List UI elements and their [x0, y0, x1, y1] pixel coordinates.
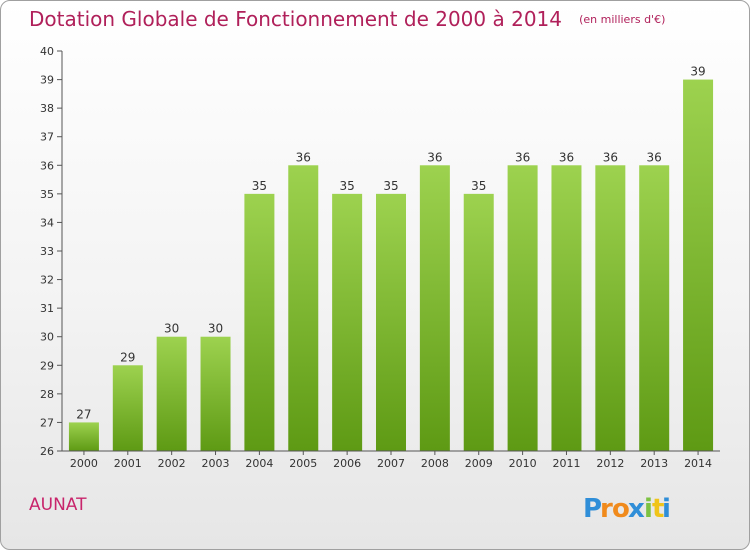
bar-value-label: 27	[76, 407, 91, 421]
x-tick-label: 2008	[421, 457, 449, 470]
bar	[200, 336, 231, 451]
y-tick-label: 34	[40, 216, 54, 229]
bar-value-label: 36	[296, 150, 311, 164]
x-axis: 2000 2001 2002 2003 2004 2005 2006 2007 2008 2009…	[62, 450, 720, 470]
logo-letter: x	[628, 494, 645, 524]
y-tick-label: 27	[40, 416, 54, 429]
bar-value-label: 30	[208, 322, 223, 336]
commune-name: AUNAT	[29, 495, 87, 515]
y-tick-label: 30	[40, 331, 54, 344]
bar	[551, 165, 582, 452]
x-tick-label: 2001	[114, 457, 142, 470]
bar-value-label: 36	[515, 150, 530, 164]
bar-value-label: 35	[383, 179, 398, 193]
y-tick-label: 35	[40, 188, 54, 201]
y-tick-label: 40	[40, 45, 54, 58]
x-tick-label: 2014	[684, 457, 712, 470]
y-tick-label: 33	[40, 245, 54, 258]
x-tick-label: 2006	[333, 457, 361, 470]
y-tick-label: 38	[40, 102, 54, 115]
bar-value-label: 35	[339, 179, 354, 193]
x-tick-label: 2013	[640, 457, 668, 470]
bar-value-label: 30	[164, 322, 179, 336]
logo-letter: i	[644, 494, 653, 524]
bar-value-label: 36	[427, 150, 442, 164]
x-tick-label: 2011	[552, 457, 580, 470]
bar-value-label: 36	[603, 150, 618, 164]
proxiti-logo[interactable]: Pr ox i ti	[579, 490, 689, 524]
chart-title: Dotation Globale de Fonctionnement de 20…	[29, 7, 562, 31]
y-tick-label: 36	[40, 159, 54, 172]
bar-series: 27 29 30 30 35 36 35 35 36 35 36 36 36 36 39	[68, 65, 714, 452]
logo-letter: t	[652, 494, 664, 524]
bar-value-label: 39	[690, 65, 705, 79]
y-tick-label: 28	[40, 388, 54, 401]
logo-letter: i	[662, 494, 671, 524]
bar	[683, 79, 714, 452]
y-tick-label: 39	[40, 74, 54, 87]
x-tick-label: 2007	[377, 457, 405, 470]
bar	[332, 193, 363, 451]
logo-letter: P	[583, 494, 602, 524]
bar	[507, 165, 538, 452]
unit-label: (en milliers d'€)	[579, 13, 666, 26]
bar	[595, 165, 626, 452]
bar-value-label: 36	[559, 150, 574, 164]
bar	[376, 193, 406, 451]
x-tick-label: 2003	[202, 457, 230, 470]
x-tick-label: 2000	[70, 457, 98, 470]
y-tick-label: 29	[40, 359, 54, 372]
y-axis: 26 27 28 29 30 31 32 33 34 35 36 37 38 39 40	[40, 45, 63, 458]
bar	[639, 165, 670, 452]
x-tick-label: 2012	[596, 457, 624, 470]
logo-letter: o	[612, 494, 630, 524]
bar-value-label: 35	[471, 179, 486, 193]
x-tick-label: 2002	[158, 457, 186, 470]
y-tick-label: 31	[40, 302, 54, 315]
bar	[68, 422, 99, 451]
logo-letter: r	[600, 494, 613, 524]
chart-title-block: Dotation Globale de Fonctionnement de 20…	[29, 7, 665, 31]
x-tick-label: 2009	[465, 457, 493, 470]
bar-value-label: 36	[647, 150, 662, 164]
y-tick-label: 32	[40, 274, 54, 287]
bar	[112, 365, 143, 451]
bar	[419, 165, 450, 452]
bar-value-label: 35	[252, 179, 267, 193]
x-tick-label: 2005	[289, 457, 317, 470]
bar	[288, 165, 319, 452]
bar-value-label: 29	[120, 350, 135, 364]
x-tick-label: 2004	[245, 457, 273, 470]
x-tick-label: 2010	[509, 457, 537, 470]
bar	[244, 193, 275, 451]
y-tick-label: 26	[40, 445, 54, 458]
y-tick-label: 37	[40, 131, 54, 144]
bar	[156, 336, 187, 451]
bar	[463, 193, 494, 451]
